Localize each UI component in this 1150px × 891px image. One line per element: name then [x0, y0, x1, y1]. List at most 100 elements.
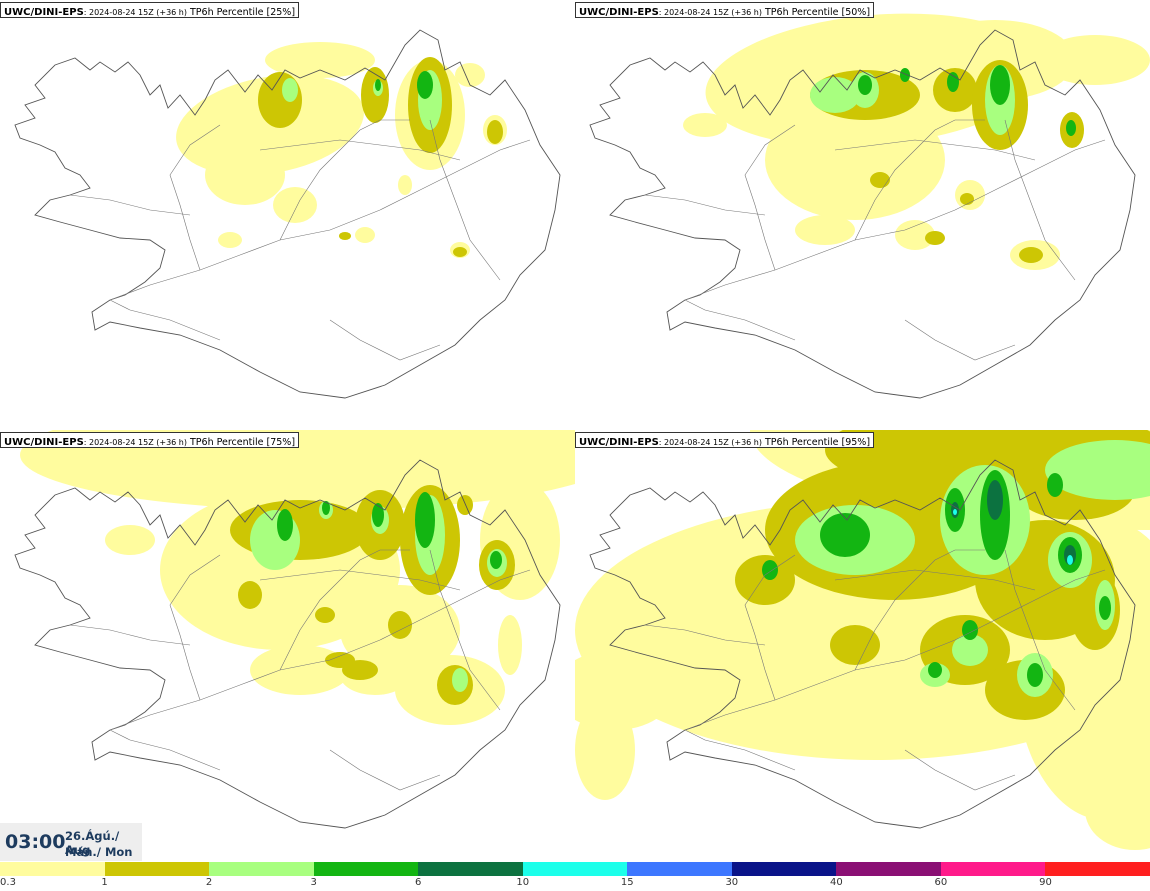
road-line [834, 139, 1036, 161]
parameter-label: TP6h Percentile [95%] [761, 437, 871, 448]
road-line [109, 569, 531, 731]
colorbar-tick-label: 0.3 [0, 877, 16, 888]
precipitation-area [325, 652, 355, 668]
colorbar-tick-label: 30 [725, 877, 739, 888]
iceland-coastline [589, 459, 1136, 829]
colorbar-segment [0, 862, 105, 876]
colorbar-segment [522, 862, 628, 876]
precipitation-area [205, 145, 285, 205]
valid-time: 03:00 [5, 831, 66, 853]
panel-title: UWC/DINI-EPS: 2024-08-24 15Z (+36 h) TP6… [575, 2, 875, 18]
model-name: UWC/DINI-EPS [4, 437, 84, 448]
road-line [279, 119, 410, 241]
precipitation-area [895, 220, 935, 250]
model-name: UWC/DINI-EPS [4, 7, 84, 18]
precipitation-area [490, 551, 502, 569]
colorbar-tick-label: 60 [934, 877, 948, 888]
precipitation-area [987, 480, 1003, 520]
precipitation-area [900, 68, 910, 82]
precipitation-area [250, 510, 300, 570]
panel-title: UWC/DINI-EPS: 2024-08-24 15Z (+36 h) TP6… [575, 432, 875, 448]
road-line [109, 729, 221, 771]
precipitation-area [1045, 440, 1150, 500]
precipitation-area [1066, 120, 1076, 136]
road-line [854, 119, 985, 241]
precipitation-area [315, 607, 335, 623]
precipitation-area [372, 503, 384, 527]
valid-time-box: 03:00 26.Ágú./ Aug Mán./ Mon [0, 823, 142, 861]
precipitation-area [487, 120, 503, 144]
colorbar-tick-label: 6 [414, 877, 422, 888]
iceland-coastline [14, 29, 561, 399]
precipitation-area [273, 187, 317, 223]
parameter-label: TP6h Percentile [50%] [761, 7, 871, 18]
precipitation-area [953, 509, 957, 515]
road-line [69, 624, 191, 646]
precipitation-area [457, 495, 473, 515]
precipitation-area [795, 215, 855, 245]
road-line [684, 569, 1106, 731]
precipitation-area [339, 232, 351, 240]
precipitation-colorbar [0, 862, 1150, 876]
precipitation-area [925, 231, 945, 245]
precipitation-area [575, 700, 635, 800]
road-line [1004, 119, 1076, 281]
precipitation-area [735, 555, 795, 605]
precipitation-area [238, 581, 262, 609]
road-line [329, 319, 441, 361]
precipitation-area [870, 172, 890, 188]
map-panel: UWC/DINI-EPS: 2024-08-24 15Z (+36 h) TP6… [0, 0, 575, 430]
precipitation-area [820, 513, 870, 557]
road-line [169, 124, 221, 271]
model-name: UWC/DINI-EPS [579, 7, 659, 18]
precipitation-area [1040, 35, 1150, 85]
panel-title: UWC/DINI-EPS: 2024-08-24 15Z (+36 h) TP6… [0, 432, 300, 448]
precipitation-area [258, 72, 302, 128]
road-line [904, 749, 1016, 791]
precipitation-area [105, 525, 155, 555]
precipitation-area [398, 175, 412, 195]
colorbar-tick-label: 3 [310, 877, 317, 888]
road-line [1004, 549, 1076, 711]
road-line [744, 554, 796, 701]
precipitation-area [1067, 555, 1073, 565]
colorbar-segment [104, 862, 210, 876]
precipitation-area [962, 620, 978, 640]
precipitation-area [960, 193, 974, 205]
colorbar-segment [731, 862, 837, 876]
road-line [744, 124, 796, 271]
colorbar-segment [209, 862, 314, 876]
run-time: : 2024-08-24 15Z (+36 h) [658, 438, 762, 447]
road-line [109, 139, 531, 301]
precipitation-area [1099, 596, 1111, 620]
run-time: : 2024-08-24 15Z (+36 h) [83, 438, 187, 447]
precipitation-area [218, 232, 242, 248]
precipitation-area [361, 67, 389, 123]
iceland-coastline [589, 29, 1136, 399]
road-line [684, 729, 796, 771]
precipitation-area [1047, 473, 1063, 497]
road-line [684, 299, 796, 341]
run-time: : 2024-08-24 15Z (+36 h) [658, 8, 762, 17]
precipitation-area [180, 113, 250, 157]
precipitation-area [952, 634, 988, 666]
precipitation-area [230, 500, 370, 560]
colorbar-segment [313, 862, 419, 876]
road-line [429, 549, 501, 711]
road-line [904, 319, 1016, 361]
road-line [429, 119, 501, 281]
precipitation-area [1027, 663, 1043, 687]
iceland-coastline [14, 459, 561, 829]
precipitation-area [388, 611, 412, 639]
precipitation-area [810, 77, 860, 113]
road-line [259, 139, 461, 161]
precipitation-area [282, 78, 298, 102]
colorbar-ticks: 0.3 1 2 3 6 10 15 30 40 60 90 [0, 876, 1150, 891]
precipitation-area [1085, 770, 1150, 850]
precipitation-area [765, 100, 945, 220]
precipitation-area [265, 42, 375, 78]
precipitation-area [990, 65, 1010, 105]
precipitation-area [1019, 247, 1043, 263]
colorbar-tick-label: 10 [516, 877, 530, 888]
colorbar-tick-label: 90 [1039, 877, 1052, 888]
